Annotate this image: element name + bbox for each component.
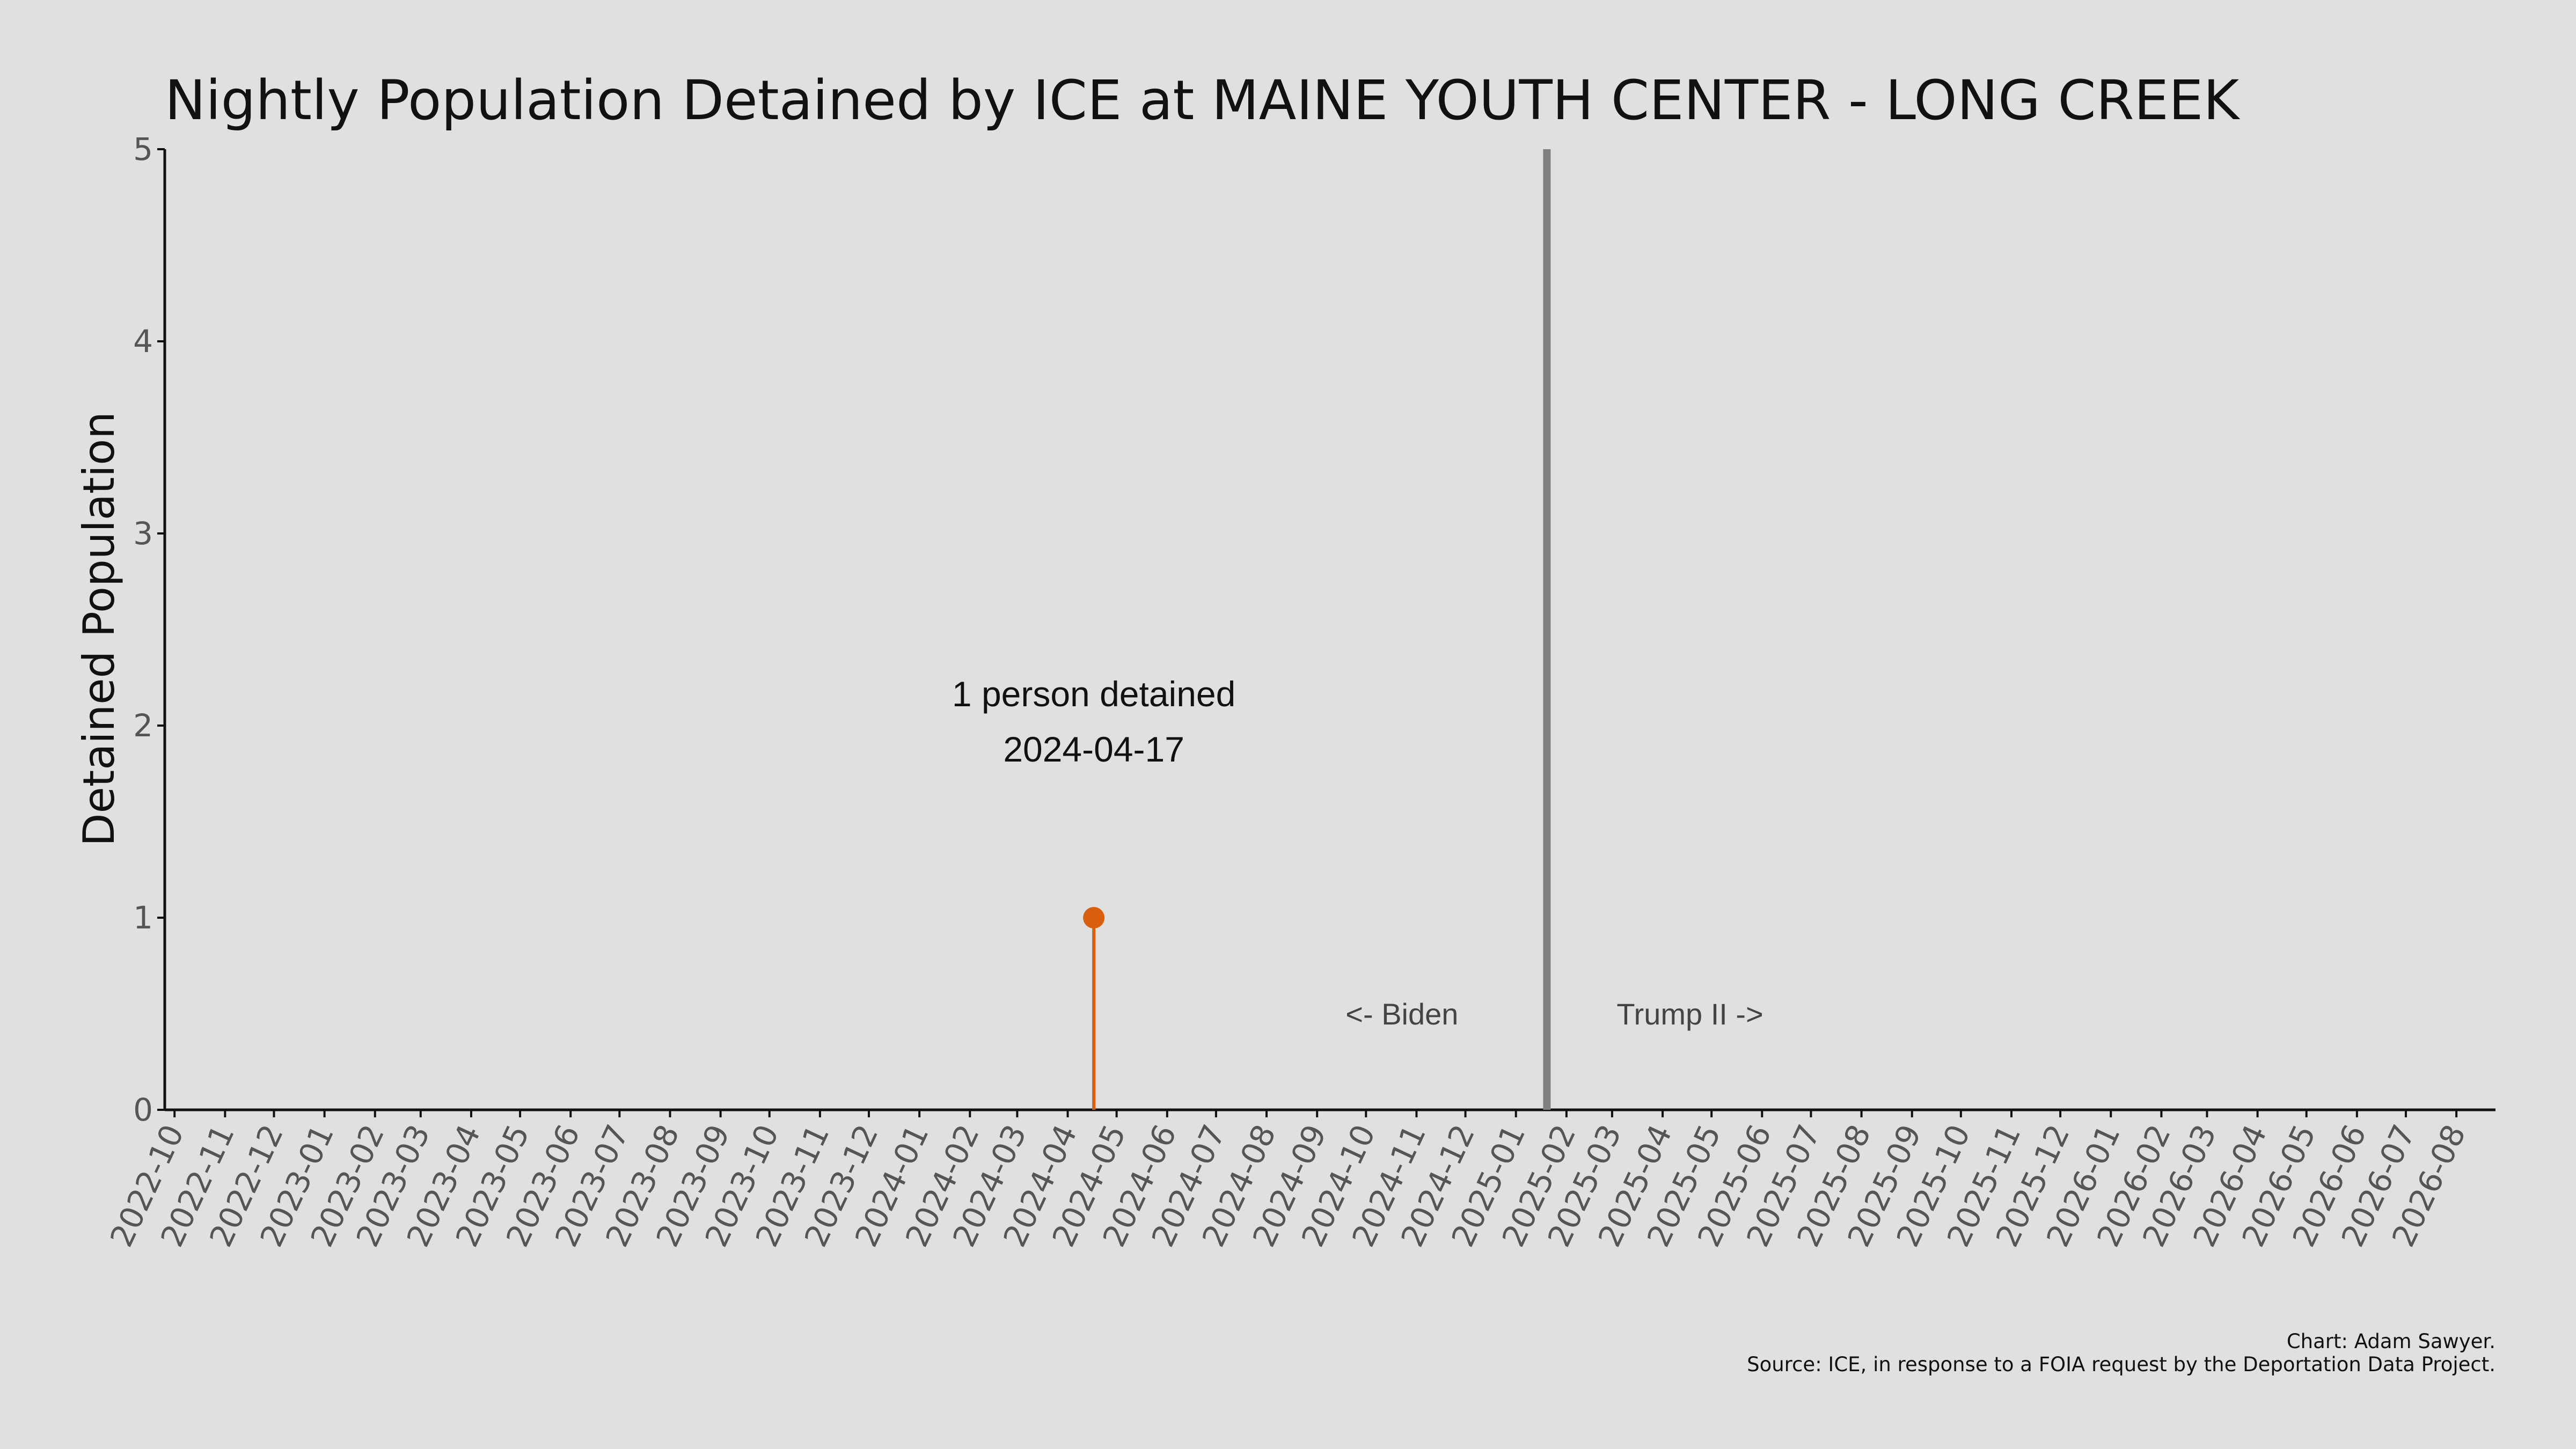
- era-label-trump: Trump II ->: [1616, 997, 1763, 1031]
- plot-area: 0123452022-102022-112022-122023-012023-0…: [103, 131, 2496, 1253]
- y-tick-label: 3: [133, 515, 153, 552]
- peak-annotation-count: 1 person detained: [952, 674, 1235, 714]
- y-tick-label: 4: [133, 323, 153, 360]
- y-tick-label: 1: [133, 899, 153, 936]
- data-point: [1083, 907, 1105, 928]
- peak-annotation-date: 2024-04-17: [1003, 729, 1184, 769]
- y-tick-label: 2: [133, 707, 153, 744]
- chart-source: Source: ICE, in response to a FOIA reque…: [1747, 1353, 2496, 1376]
- era-label-biden: <- Biden: [1345, 997, 1458, 1031]
- chart-credit: Chart: Adam Sawyer.: [2287, 1330, 2496, 1353]
- chart-title: Nightly Population Detained by ICE at MA…: [165, 69, 2241, 133]
- y-axis-label: Detained Population: [74, 412, 124, 846]
- y-tick-label: 5: [133, 131, 153, 167]
- y-tick-label: 0: [133, 1092, 153, 1128]
